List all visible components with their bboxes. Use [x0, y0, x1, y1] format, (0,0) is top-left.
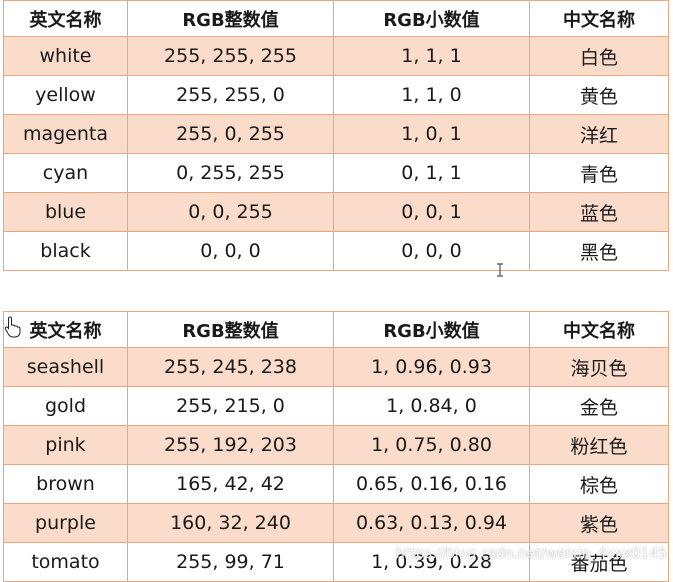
cell-rgb-int: 0, 0, 0: [127, 231, 334, 271]
cell-rgb-dec: 0, 1, 1: [333, 153, 530, 193]
header-english-name: 英文名称: [3, 0, 128, 37]
cell-chinese: 粉红色: [529, 425, 669, 465]
cell-rgb-dec: 0.63, 0.13, 0.94: [333, 503, 530, 543]
cell-chinese: 金色: [529, 386, 669, 426]
cell-english: magenta: [3, 114, 128, 154]
table-row: gold 255, 215, 0 1, 0.84, 0 金色: [3, 386, 669, 426]
table-row: pink 255, 192, 203 1, 0.75, 0.80 粉红色: [3, 425, 669, 465]
header-chinese-name: 中文名称: [529, 311, 669, 348]
table-header-row: 英文名称 RGB整数值 RGB小数值 中文名称: [3, 311, 669, 348]
cell-rgb-dec: 0.65, 0.16, 0.16: [333, 464, 530, 504]
table-row: blue 0, 0, 255 0, 0, 1 蓝色: [3, 192, 669, 232]
cell-english: purple: [3, 503, 128, 543]
cell-rgb-dec: 1, 0.75, 0.80: [333, 425, 530, 465]
cell-rgb-int: 165, 42, 42: [127, 464, 334, 504]
cell-chinese: 洋红: [529, 114, 669, 154]
table-row: brown 165, 42, 42 0.65, 0.16, 0.16 棕色: [3, 464, 669, 504]
cell-english: gold: [3, 386, 128, 426]
header-rgb-integer: RGB整数值: [127, 311, 334, 348]
cell-chinese: 白色: [529, 36, 669, 76]
cell-chinese: 棕色: [529, 464, 669, 504]
cell-rgb-int: 255, 192, 203: [127, 425, 334, 465]
cell-rgb-int: 255, 245, 238: [127, 347, 334, 387]
cell-chinese: 蓝色: [529, 192, 669, 232]
cell-rgb-int: 255, 255, 0: [127, 75, 334, 115]
color-table-basic: 英文名称 RGB整数值 RGB小数值 中文名称 white 255, 255, …: [3, 0, 669, 271]
cell-rgb-dec: 1, 0.96, 0.93: [333, 347, 530, 387]
cell-english: brown: [3, 464, 128, 504]
table-row: black 0, 0, 0 0, 0, 0 黑色: [3, 231, 669, 271]
cell-rgb-int: 255, 0, 255: [127, 114, 334, 154]
header-rgb-decimal: RGB小数值: [333, 0, 530, 37]
table-row: yellow 255, 255, 0 1, 1, 0 黄色: [3, 75, 669, 115]
cell-english: pink: [3, 425, 128, 465]
text-cursor-icon: [496, 262, 514, 284]
cell-rgb-int: 160, 32, 240: [127, 503, 334, 543]
cell-rgb-int: 255, 99, 71: [127, 542, 334, 582]
cell-rgb-dec: 1, 0.84, 0: [333, 386, 530, 426]
header-rgb-decimal: RGB小数值: [333, 311, 530, 348]
cell-rgb-dec: 1, 1, 0: [333, 75, 530, 115]
cell-rgb-dec: 1, 0, 1: [333, 114, 530, 154]
cell-english: white: [3, 36, 128, 76]
cell-english: seashell: [3, 347, 128, 387]
cell-rgb-dec: 0, 0, 1: [333, 192, 530, 232]
cell-english: yellow: [3, 75, 128, 115]
header-english-name: 英文名称: [3, 311, 128, 348]
cell-rgb-dec: 1, 1, 1: [333, 36, 530, 76]
cell-english: blue: [3, 192, 128, 232]
cell-english: tomato: [3, 542, 128, 582]
cell-rgb-int: 255, 255, 255: [127, 36, 334, 76]
hand-pointer-icon: [4, 316, 22, 338]
header-chinese-name: 中文名称: [529, 0, 669, 37]
cell-rgb-dec: 1, 0.39, 0.28: [333, 542, 530, 582]
cell-chinese: 黑色: [529, 231, 669, 271]
table-row: white 255, 255, 255 1, 1, 1 白色: [3, 36, 669, 76]
table-row: purple 160, 32, 240 0.63, 0.13, 0.94 紫色: [3, 503, 669, 543]
watermark-text: https://blog.csdn.net/weixin_4xxx0145: [395, 546, 667, 562]
table-row: magenta 255, 0, 255 1, 0, 1 洋红: [3, 114, 669, 154]
cell-rgb-int: 0, 0, 255: [127, 192, 334, 232]
cell-chinese: 黄色: [529, 75, 669, 115]
color-table-extended: 英文名称 RGB整数值 RGB小数值 中文名称 seashell 255, 24…: [3, 311, 669, 582]
table-header-row: 英文名称 RGB整数值 RGB小数值 中文名称: [3, 0, 669, 37]
cell-rgb-int: 255, 215, 0: [127, 386, 334, 426]
cell-english: black: [3, 231, 128, 271]
cell-rgb-int: 0, 255, 255: [127, 153, 334, 193]
cell-chinese: 番茄色: [529, 542, 669, 582]
cell-chinese: 海贝色: [529, 347, 669, 387]
cell-chinese: 青色: [529, 153, 669, 193]
cell-rgb-dec: 0, 0, 0: [333, 231, 530, 271]
cell-chinese: 紫色: [529, 503, 669, 543]
cell-english: cyan: [3, 153, 128, 193]
table-row: cyan 0, 255, 255 0, 1, 1 青色: [3, 153, 669, 193]
table-row: seashell 255, 245, 238 1, 0.96, 0.93 海贝色: [3, 347, 669, 387]
table-row: tomato 255, 99, 71 1, 0.39, 0.28 番茄色: [3, 542, 669, 582]
header-rgb-integer: RGB整数值: [127, 0, 334, 37]
